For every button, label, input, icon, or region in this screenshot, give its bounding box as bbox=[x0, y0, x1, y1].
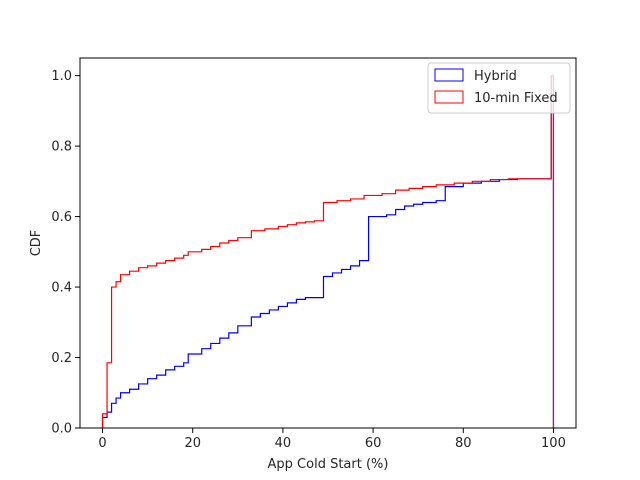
y-tick-label: 0.2 bbox=[51, 351, 72, 366]
x-tick-label: 20 bbox=[184, 436, 201, 451]
series-layer bbox=[101, 75, 555, 428]
x-tick-label: 40 bbox=[275, 436, 292, 451]
x-tick-label: 60 bbox=[365, 436, 382, 451]
x-axis-label: App Cold Start (%) bbox=[268, 457, 389, 472]
y-tick-label: 0.6 bbox=[51, 210, 72, 225]
y-axis-label: CDF bbox=[29, 230, 44, 257]
series-line-hybrid bbox=[101, 75, 555, 428]
series-line-fixed bbox=[101, 75, 555, 428]
x-tick-label: 100 bbox=[541, 436, 566, 451]
y-tick-label: 0.8 bbox=[51, 140, 72, 155]
y-tick-label: 0.4 bbox=[51, 281, 72, 296]
plot-frame bbox=[79, 57, 577, 429]
y-tick-label: 0.0 bbox=[51, 422, 72, 437]
x-tick-label: 0 bbox=[98, 436, 106, 451]
y-axis-ticks: 0.0 0.2 0.4 0.6 0.8 1.0 bbox=[51, 69, 80, 437]
legend-label-hybrid: Hybrid bbox=[474, 69, 517, 84]
legend-label-fixed: 10-min Fixed bbox=[474, 91, 558, 106]
x-axis-ticks: 0 20 40 60 80 100 bbox=[98, 428, 566, 451]
legend-swatch-hybrid bbox=[434, 68, 464, 82]
plot-background bbox=[80, 58, 576, 428]
x-tick-label: 80 bbox=[455, 436, 472, 451]
legend-swatch-fixed bbox=[434, 90, 464, 104]
y-tick-label: 1.0 bbox=[51, 69, 72, 84]
legend: Hybrid 10-min Fixed bbox=[427, 62, 571, 114]
